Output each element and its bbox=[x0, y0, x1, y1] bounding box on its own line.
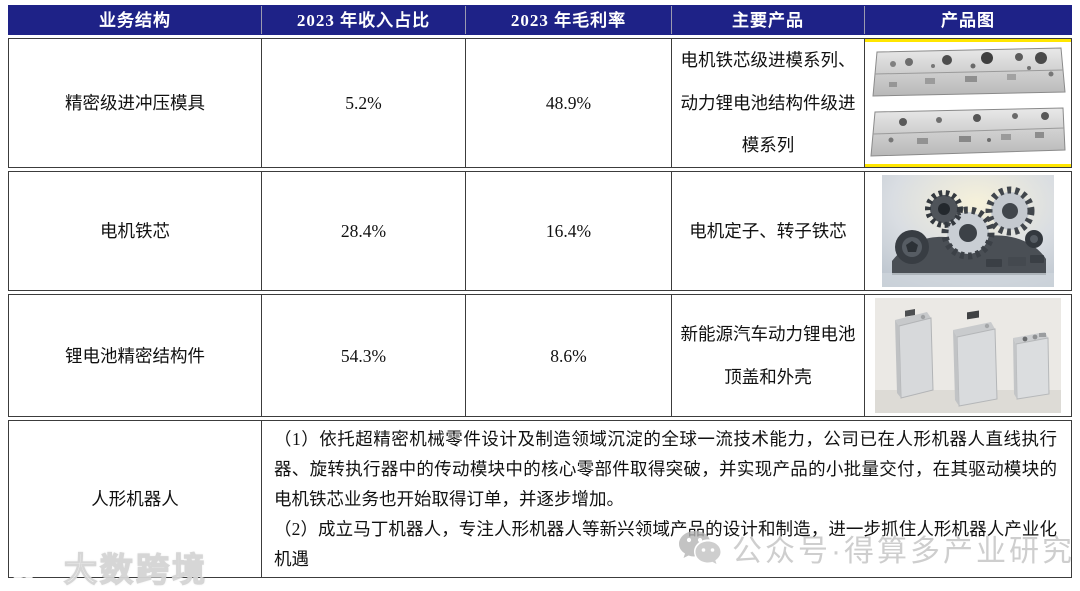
segment-name: 电机铁芯 bbox=[100, 221, 170, 241]
table-header-row: 业务结构 2023 年收入占比 2023 年毛利率 主要产品 产品图 bbox=[8, 5, 1072, 35]
main-products-text: 电机铁芯级进模系列、动力锂电池结构件级进模系列 bbox=[671, 39, 864, 167]
table-row-motor-cores: 电机铁芯 28.4% 16.4% 电机定子、转子铁芯 bbox=[8, 171, 1072, 291]
stamping-dies-image bbox=[865, 42, 1071, 164]
revenue-share-value: 5.2% bbox=[261, 39, 465, 167]
table-row-battery-parts: 锂电池精密结构件 54.3% 8.6% 新能源汽车动力锂电池顶盖和外壳 bbox=[8, 294, 1072, 417]
segment-name: 锂电池精密结构件 bbox=[65, 345, 205, 366]
business-structure-table: 业务结构 2023 年收入占比 2023 年毛利率 主要产品 产品图 精密级进冲… bbox=[8, 5, 1072, 578]
robot-description-cell: （1）依托超精密机械零件设计及制造领域沉淀的全球一流技术能力，公司已在人形机器人… bbox=[261, 421, 1071, 577]
yellow-highlight-bar-bottom bbox=[865, 164, 1071, 167]
table-row-humanoid-robot: 人形机器人 （1）依托超精密机械零件设计及制造领域沉淀的全球一流技术能力，公司已… bbox=[8, 420, 1072, 578]
product-image-cell bbox=[864, 172, 1071, 290]
robot-paragraph-2: （2）成立马丁机器人，专注人形机器人等新兴领域产品的设计和制造，进一步抓住人形机… bbox=[274, 519, 1057, 569]
header-main-products: 主要产品 bbox=[671, 6, 864, 34]
header-gross-margin-2023: 2023 年毛利率 bbox=[465, 6, 671, 34]
header-revenue-share-2023: 2023 年收入占比 bbox=[261, 6, 465, 34]
yellow-highlight-bar-top bbox=[865, 39, 1071, 42]
product-image-cell bbox=[864, 39, 1071, 167]
stamping-dies-illustration bbox=[870, 47, 1066, 157]
gross-margin-value: 48.9% bbox=[465, 39, 671, 167]
battery-cases-illustration bbox=[875, 298, 1061, 413]
gross-margin-value: 8.6% bbox=[465, 295, 671, 416]
product-image-cell bbox=[864, 295, 1071, 416]
segment-name: 精密级进冲压模具 bbox=[65, 93, 205, 113]
revenue-share-value: 54.3% bbox=[261, 295, 465, 416]
header-business-structure: 业务结构 bbox=[99, 10, 171, 30]
main-products-text: 新能源汽车动力锂电池顶盖和外壳 bbox=[671, 295, 864, 416]
segment-name: 人形机器人 bbox=[91, 489, 179, 509]
main-products-text: 电机定子、转子铁芯 bbox=[671, 172, 864, 290]
robot-paragraph-1: （1）依托超精密机械零件设计及制造领域沉淀的全球一流技术能力，公司已在人形机器人… bbox=[274, 429, 1057, 509]
table-row-stamping-dies: 精密级进冲压模具 5.2% 48.9% 电机铁芯级进模系列、动力锂电池结构件级进… bbox=[8, 38, 1072, 168]
header-product-image: 产品图 bbox=[864, 6, 1071, 34]
gross-margin-value: 16.4% bbox=[465, 172, 671, 290]
revenue-share-value: 28.4% bbox=[261, 172, 465, 290]
motor-cores-illustration bbox=[882, 175, 1054, 287]
